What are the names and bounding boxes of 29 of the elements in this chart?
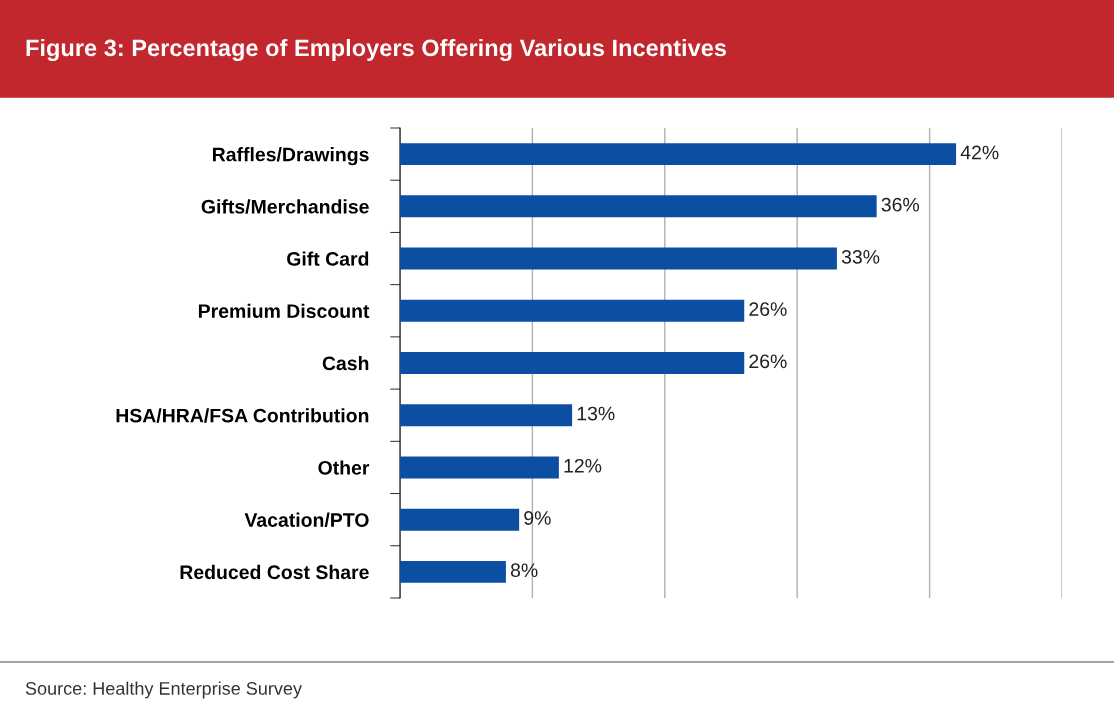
- y-tick-label: Premium Discount: [198, 303, 370, 319]
- y-tick-label: Gift Card: [287, 251, 369, 266]
- bar: [400, 508, 520, 531]
- y-tick-label: Reduced Cost Share: [180, 564, 369, 580]
- y-tick-label: Cash: [322, 355, 369, 371]
- y-tick-label: HSA/HRA/FSA Contribution: [116, 408, 369, 423]
- data-label: 8%: [510, 563, 538, 578]
- source-note: Source: Healthy Enterprise Survey: [25, 681, 302, 699]
- bar: [400, 560, 506, 583]
- data-label: 13%: [577, 406, 615, 421]
- bar: [400, 143, 957, 166]
- data-label: 9%: [524, 511, 551, 525]
- y-tick-label: Vacation/PTO: [244, 512, 369, 528]
- bar: [400, 299, 745, 322]
- bar: [400, 247, 837, 270]
- y-tick-label: Other: [318, 460, 370, 475]
- y-tick-label: Raffles/Drawings: [213, 147, 369, 166]
- bar: [400, 352, 745, 374]
- data-label: 26%: [749, 302, 787, 316]
- bar: [400, 456, 559, 479]
- data-label: 26%: [749, 354, 787, 369]
- bar: [400, 404, 573, 427]
- data-label: 33%: [841, 250, 880, 264]
- y-tick-label: Gifts/Merchandise: [201, 199, 369, 214]
- data-label: 12%: [564, 458, 602, 473]
- data-label: 42%: [960, 145, 999, 160]
- chart-title: Figure 3: Percentage of Employers Offering Various Incentives: [26, 38, 727, 62]
- data-label: 36%: [881, 197, 920, 212]
- bar: [400, 195, 877, 218]
